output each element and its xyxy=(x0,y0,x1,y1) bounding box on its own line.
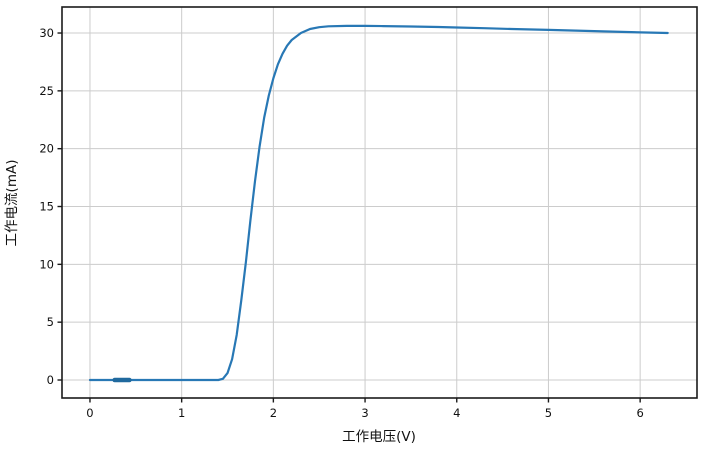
x-tick-label: 4 xyxy=(453,406,460,420)
y-tick-label: 5 xyxy=(47,315,54,329)
x-tick-label: 3 xyxy=(361,406,368,420)
y-tick-label: 30 xyxy=(39,26,54,40)
plot-area-border xyxy=(61,6,698,399)
y-tick-label: 10 xyxy=(39,257,54,271)
y-tick-label: 15 xyxy=(39,200,54,214)
data-series xyxy=(88,24,669,383)
y-axis-label: 工作电流(mA) xyxy=(4,160,20,247)
axis-tick-labels: 0 1 2 3 4 5 6 0 5 10 15 20 25 30 xyxy=(39,26,643,420)
y-tick-label: 25 xyxy=(39,84,54,98)
x-tick-label: 5 xyxy=(545,406,552,420)
y-tick-label: 20 xyxy=(39,142,54,156)
y-tick-label: 0 xyxy=(47,373,54,387)
working-current-curve xyxy=(88,24,669,382)
x-tick-label: 1 xyxy=(178,406,185,420)
axis-ticks xyxy=(57,32,641,403)
x-axis-label: 工作电压(V) xyxy=(342,429,416,445)
x-tick-label: 0 xyxy=(86,406,93,420)
x-tick-label: 6 xyxy=(636,406,643,420)
grid-lines xyxy=(62,7,697,398)
x-tick-label: 2 xyxy=(270,406,277,420)
